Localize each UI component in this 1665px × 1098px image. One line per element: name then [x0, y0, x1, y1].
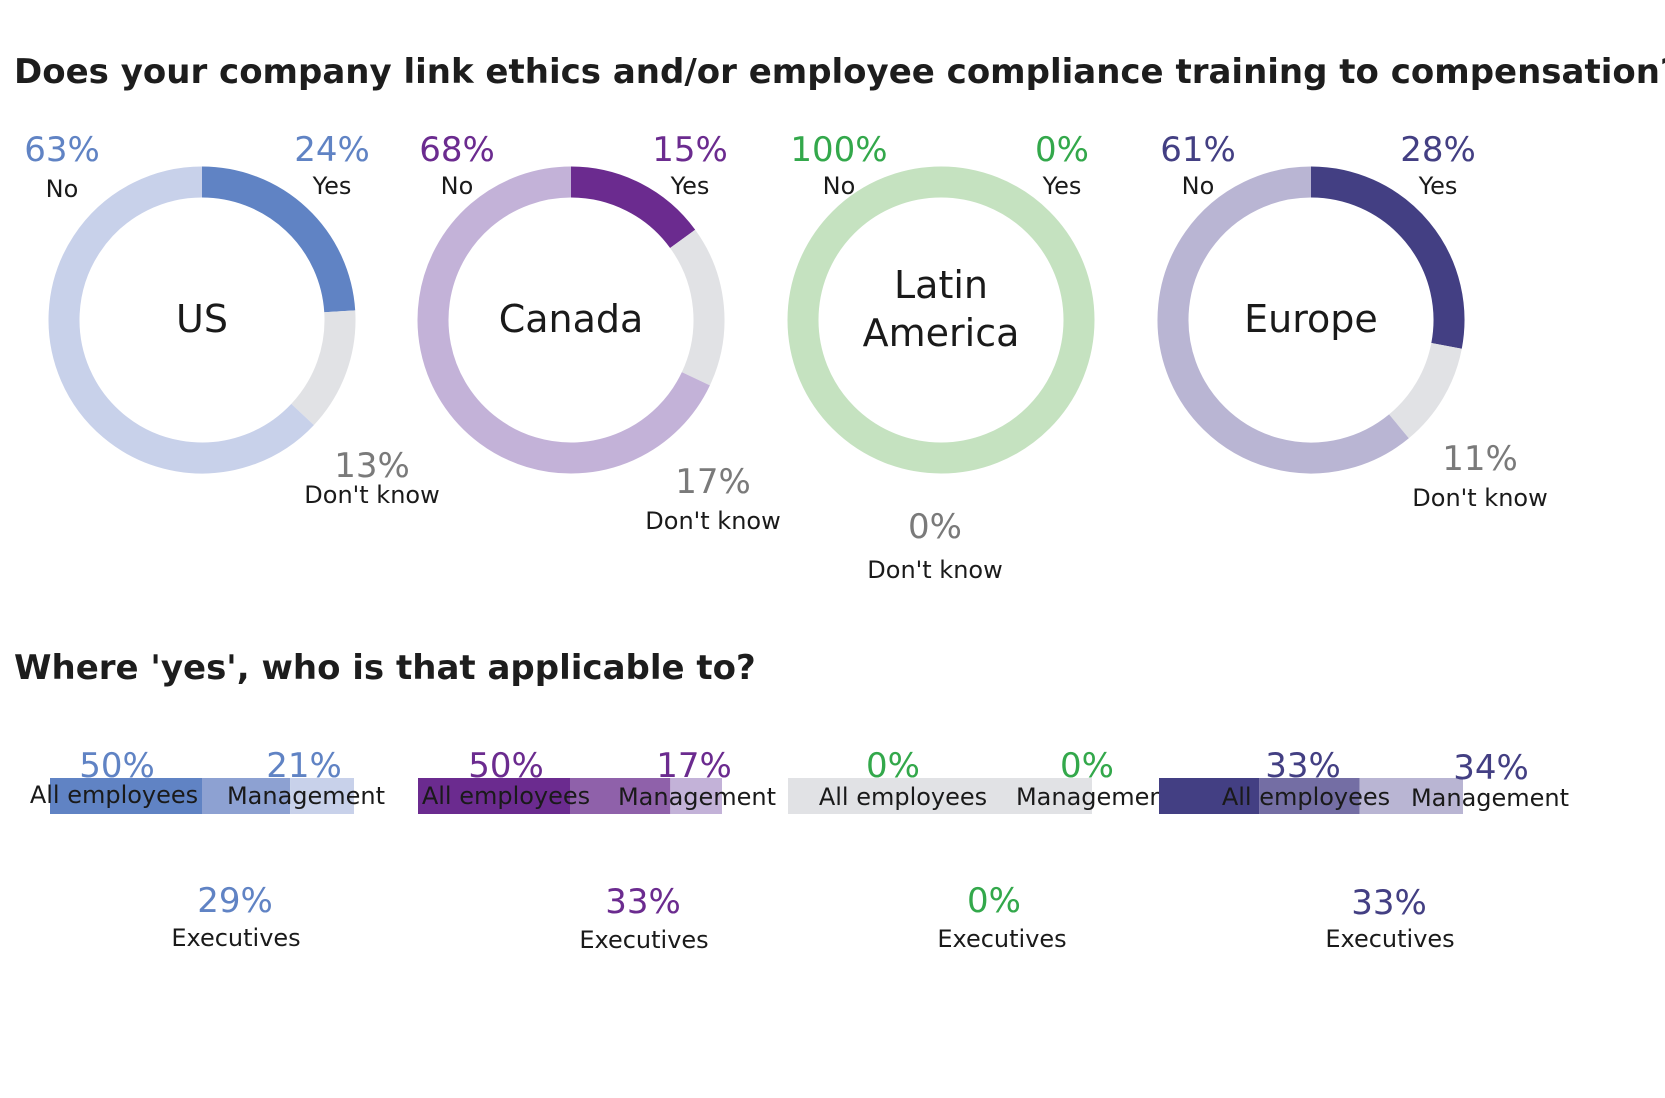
donut-slice-no	[417, 166, 710, 474]
donut-category-label: Don't know	[1412, 484, 1547, 512]
bar-category-label: Executives	[579, 926, 708, 954]
donut-percent-label: 11%	[1442, 439, 1518, 479]
donut-percent-label: 68%	[419, 130, 495, 170]
donut-chart-1: US 24%Yes 13%Don't know 63% No	[24, 130, 440, 509]
bar-category-label: Management	[227, 782, 385, 810]
bar-percent-label: 17%	[656, 746, 732, 786]
bar-percent-label: 50%	[468, 746, 544, 786]
donut-category-label: No	[823, 172, 856, 200]
donut-slice-no	[787, 166, 1095, 474]
donut-percent-label: 0%	[1035, 130, 1089, 170]
bar-percent-label: 0%	[967, 881, 1021, 921]
donut-category-label: No	[46, 175, 79, 203]
donut-center-label: America	[863, 311, 1020, 355]
donut-slice-yes	[201, 166, 356, 313]
bar-segment-all-employees	[1159, 778, 1260, 814]
donut-percent-label: 0%	[908, 507, 962, 547]
bar-segment-all-employees	[418, 778, 570, 814]
bar-category-label: Executives	[937, 925, 1066, 953]
donut-slice-don-t-know	[291, 310, 356, 426]
bar-segment-executives	[570, 778, 671, 814]
stacked-bar-chart-4: 33%All employees33%Executives34%Manageme…	[1159, 746, 1569, 953]
donut-category-label: Don't know	[304, 481, 439, 509]
donut-center-label: Latin	[894, 263, 988, 307]
donut-chart-4: Europe 28%Yes 11% Don't know 61%No	[1157, 130, 1548, 512]
donut-percent-label: 24%	[294, 130, 370, 170]
donut-category-label: No	[441, 172, 474, 200]
stacked-bar-chart-1: 50%All employees 29% Executives 21%Manageme…	[30, 746, 385, 952]
bar-segment-management	[670, 778, 722, 814]
donut-percent-label: 15%	[652, 130, 728, 170]
donut-category-label: Yes	[670, 172, 710, 200]
bar-percent-label: 34%	[1453, 748, 1529, 788]
bar-segment-management	[1359, 778, 1463, 814]
donut-slice-no	[48, 166, 314, 474]
bar-percent-label: 0%	[866, 746, 920, 786]
bar-percent-label: 29%	[197, 881, 273, 921]
bar-segment-all-employees	[50, 778, 202, 814]
donut-slice-don-t-know	[1388, 342, 1462, 439]
bar-segment-management	[290, 778, 354, 814]
donut-percent-label: 17%	[675, 462, 751, 502]
bar-segment-executives	[202, 778, 291, 814]
bar-category-label: All employees	[819, 783, 987, 811]
donut-slice-no	[1157, 166, 1409, 474]
donut-percent-label: 61%	[1160, 130, 1236, 170]
bar-category-label: All employees	[422, 782, 590, 810]
followup-question-heading: Where 'yes', who is that applicable to?	[14, 648, 756, 688]
donut-percent-label: 100%	[790, 130, 887, 170]
bar-category-label: Executives	[1325, 925, 1454, 953]
donut-category-label: Yes	[1418, 172, 1458, 200]
bar-percent-label: 21%	[266, 746, 342, 786]
donut-category-label: Don't know	[867, 556, 1002, 584]
donut-chart-2: Canada 15%Yes 17% Don't know 68%No	[417, 130, 781, 535]
bar-percent-label: 33%	[1265, 746, 1341, 786]
bar-category-label: All employees	[1222, 783, 1390, 811]
donut-percent-label: 63%	[24, 130, 100, 170]
bar-category-label: Management	[1411, 784, 1569, 812]
bar-percent-label: 0%	[1060, 746, 1114, 786]
stacked-bar-chart-2: 50%All employees 33% Executives 17%Manageme…	[418, 746, 776, 954]
donut-percent-label: 13%	[334, 446, 410, 486]
donut-category-label: Yes	[1042, 172, 1082, 200]
donut-slice-yes	[570, 166, 696, 249]
donut-category-label: No	[1182, 172, 1215, 200]
bar-percent-label: 33%	[1351, 883, 1427, 923]
bar-percent-label: 33%	[605, 882, 681, 922]
bar-empty-track	[788, 778, 1092, 814]
donut-slice-yes	[1310, 166, 1465, 349]
donut-center-label: Europe	[1244, 297, 1378, 341]
bar-category-label: Executives	[171, 924, 300, 952]
donut-center-label: Canada	[499, 297, 644, 341]
main-question-heading: Does your company link ethics and/or emp…	[14, 52, 1665, 92]
donut-center-label: US	[176, 297, 228, 341]
bar-percent-label: 50%	[79, 746, 155, 786]
bar-category-label: Management	[618, 783, 776, 811]
donut-category-label: Yes	[312, 172, 352, 200]
bar-category-label: Management	[1016, 783, 1174, 811]
donut-category-label: Don't know	[645, 507, 780, 535]
bar-category-label: All employees	[30, 781, 198, 809]
donut-percent-label: 28%	[1400, 130, 1476, 170]
donut-slice-don-t-know	[669, 229, 725, 386]
bar-segment-executives	[1259, 778, 1360, 814]
